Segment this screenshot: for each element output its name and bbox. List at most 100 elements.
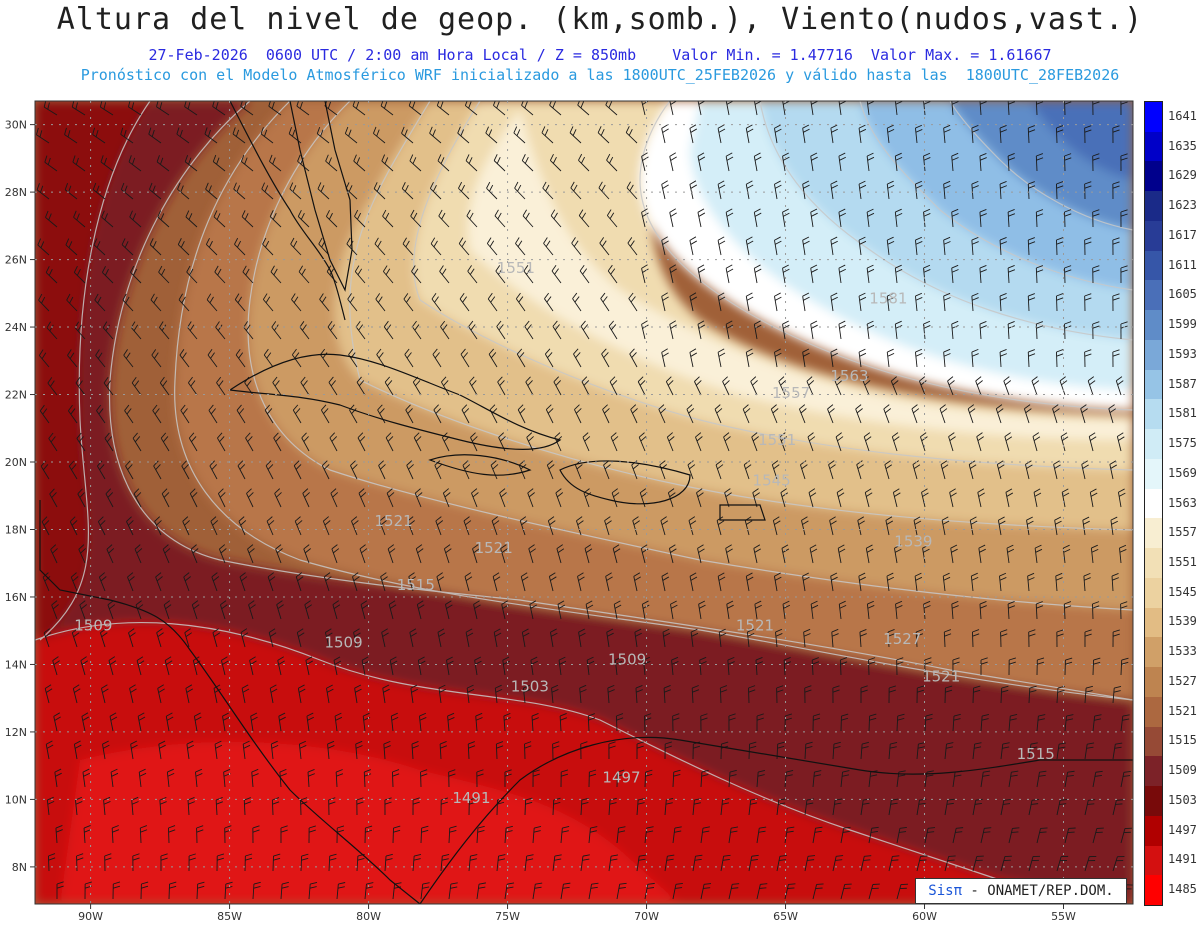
wind-barb (207, 349, 218, 368)
wind-barb (458, 181, 470, 200)
colorbar-swatch (1145, 369, 1162, 400)
wind-barb (725, 264, 734, 284)
wind-barb (700, 713, 708, 732)
wind-barb (44, 684, 53, 704)
wind-barb (697, 544, 705, 564)
wind-barb (896, 883, 908, 900)
wind-barb (244, 853, 253, 872)
wind-barb (466, 684, 475, 704)
wind-barb (811, 657, 820, 676)
contour-label: 1521 (736, 617, 774, 635)
wind-barb (410, 684, 418, 704)
wind-barb (1027, 349, 1036, 368)
wind-barb (999, 349, 1007, 368)
wind-barb (951, 208, 959, 228)
wind-barb (699, 656, 707, 676)
wind-barb (475, 712, 483, 732)
wind-barb (939, 404, 948, 424)
wind-barb (804, 855, 816, 872)
wind-barb (419, 712, 427, 732)
credit-logo-text: Sisπ (928, 883, 962, 899)
wind-barb (469, 376, 478, 396)
wind-barb (754, 101, 762, 116)
wind-barb (888, 855, 900, 872)
wind-barb (550, 209, 562, 228)
wind-barb (664, 741, 672, 760)
wind-barb (493, 154, 506, 172)
wind-barb (210, 516, 219, 536)
wind-barb (1090, 544, 1099, 564)
wind-barb (154, 516, 162, 536)
wind-barb (943, 292, 951, 312)
wind-barb (266, 516, 275, 536)
wind-barb (924, 827, 936, 844)
wind-barb (463, 516, 472, 536)
wind-barb (635, 684, 643, 704)
wind-barb (658, 404, 666, 424)
wind-barb (413, 432, 422, 452)
wind-barb (239, 572, 248, 592)
wind-barb (1092, 209, 1100, 228)
wind-barb (491, 516, 500, 536)
wind-barb (607, 684, 615, 704)
colorbar-label: 1515 (1168, 733, 1197, 748)
wind-barb (601, 348, 610, 368)
wind-barb (247, 544, 255, 564)
wind-barb (79, 600, 88, 620)
wind-barb (55, 824, 63, 844)
lat-tick-label: 24N (5, 321, 27, 334)
wind-barb (1006, 544, 1015, 564)
wind-barb (290, 237, 302, 256)
colorbar-swatch (1145, 429, 1162, 460)
wind-barb (697, 152, 706, 172)
wind-barb (525, 376, 534, 396)
wind-barb (373, 182, 386, 200)
wind-barb (697, 320, 706, 340)
wind-barb (661, 348, 669, 368)
wind-barb (943, 180, 951, 200)
wind-barb (886, 348, 895, 368)
colorbar-swatch (1145, 845, 1162, 876)
wind-barb (465, 154, 478, 172)
wind-barb (807, 432, 816, 452)
wind-barb (971, 180, 979, 200)
wind-barb (886, 180, 895, 200)
wind-barb (584, 544, 593, 564)
wind-barb (1060, 432, 1069, 452)
wind-barb (625, 126, 638, 144)
wind-barb (686, 404, 695, 424)
wind-barb (669, 264, 677, 284)
wind-barb (641, 208, 649, 228)
wind-barb (695, 432, 703, 452)
wind-barb (860, 685, 868, 704)
wind-barb (971, 292, 979, 312)
wind-barb (330, 488, 339, 508)
wind-barb (812, 883, 824, 900)
wind-barb (552, 854, 562, 872)
wind-barb (1120, 153, 1128, 172)
wind-barb (774, 236, 782, 256)
wind-barb (252, 881, 261, 900)
wind-barb (527, 488, 535, 508)
contour-label: 1521 (922, 667, 960, 685)
wind-barb (80, 656, 89, 676)
wind-barb (108, 656, 117, 676)
wind-barb (38, 293, 50, 312)
wind-barb (496, 854, 506, 872)
wind-barb (495, 265, 506, 284)
wind-barb (448, 825, 457, 844)
wind-barb (896, 657, 904, 676)
wind-barb (297, 154, 310, 172)
colorbar-label: 1581 (1168, 406, 1197, 421)
wind-barb (669, 320, 677, 340)
contour-label: 1557 (772, 384, 810, 402)
wind-barb (411, 741, 419, 760)
wind-barb (446, 656, 454, 676)
wind-barb (152, 404, 162, 424)
lat-tick-label: 14N (5, 658, 27, 671)
wind-barb (784, 883, 796, 900)
wind-barb (783, 657, 792, 676)
wind-barb (570, 181, 582, 200)
wind-barb (410, 209, 422, 228)
wind-barb (457, 126, 470, 144)
